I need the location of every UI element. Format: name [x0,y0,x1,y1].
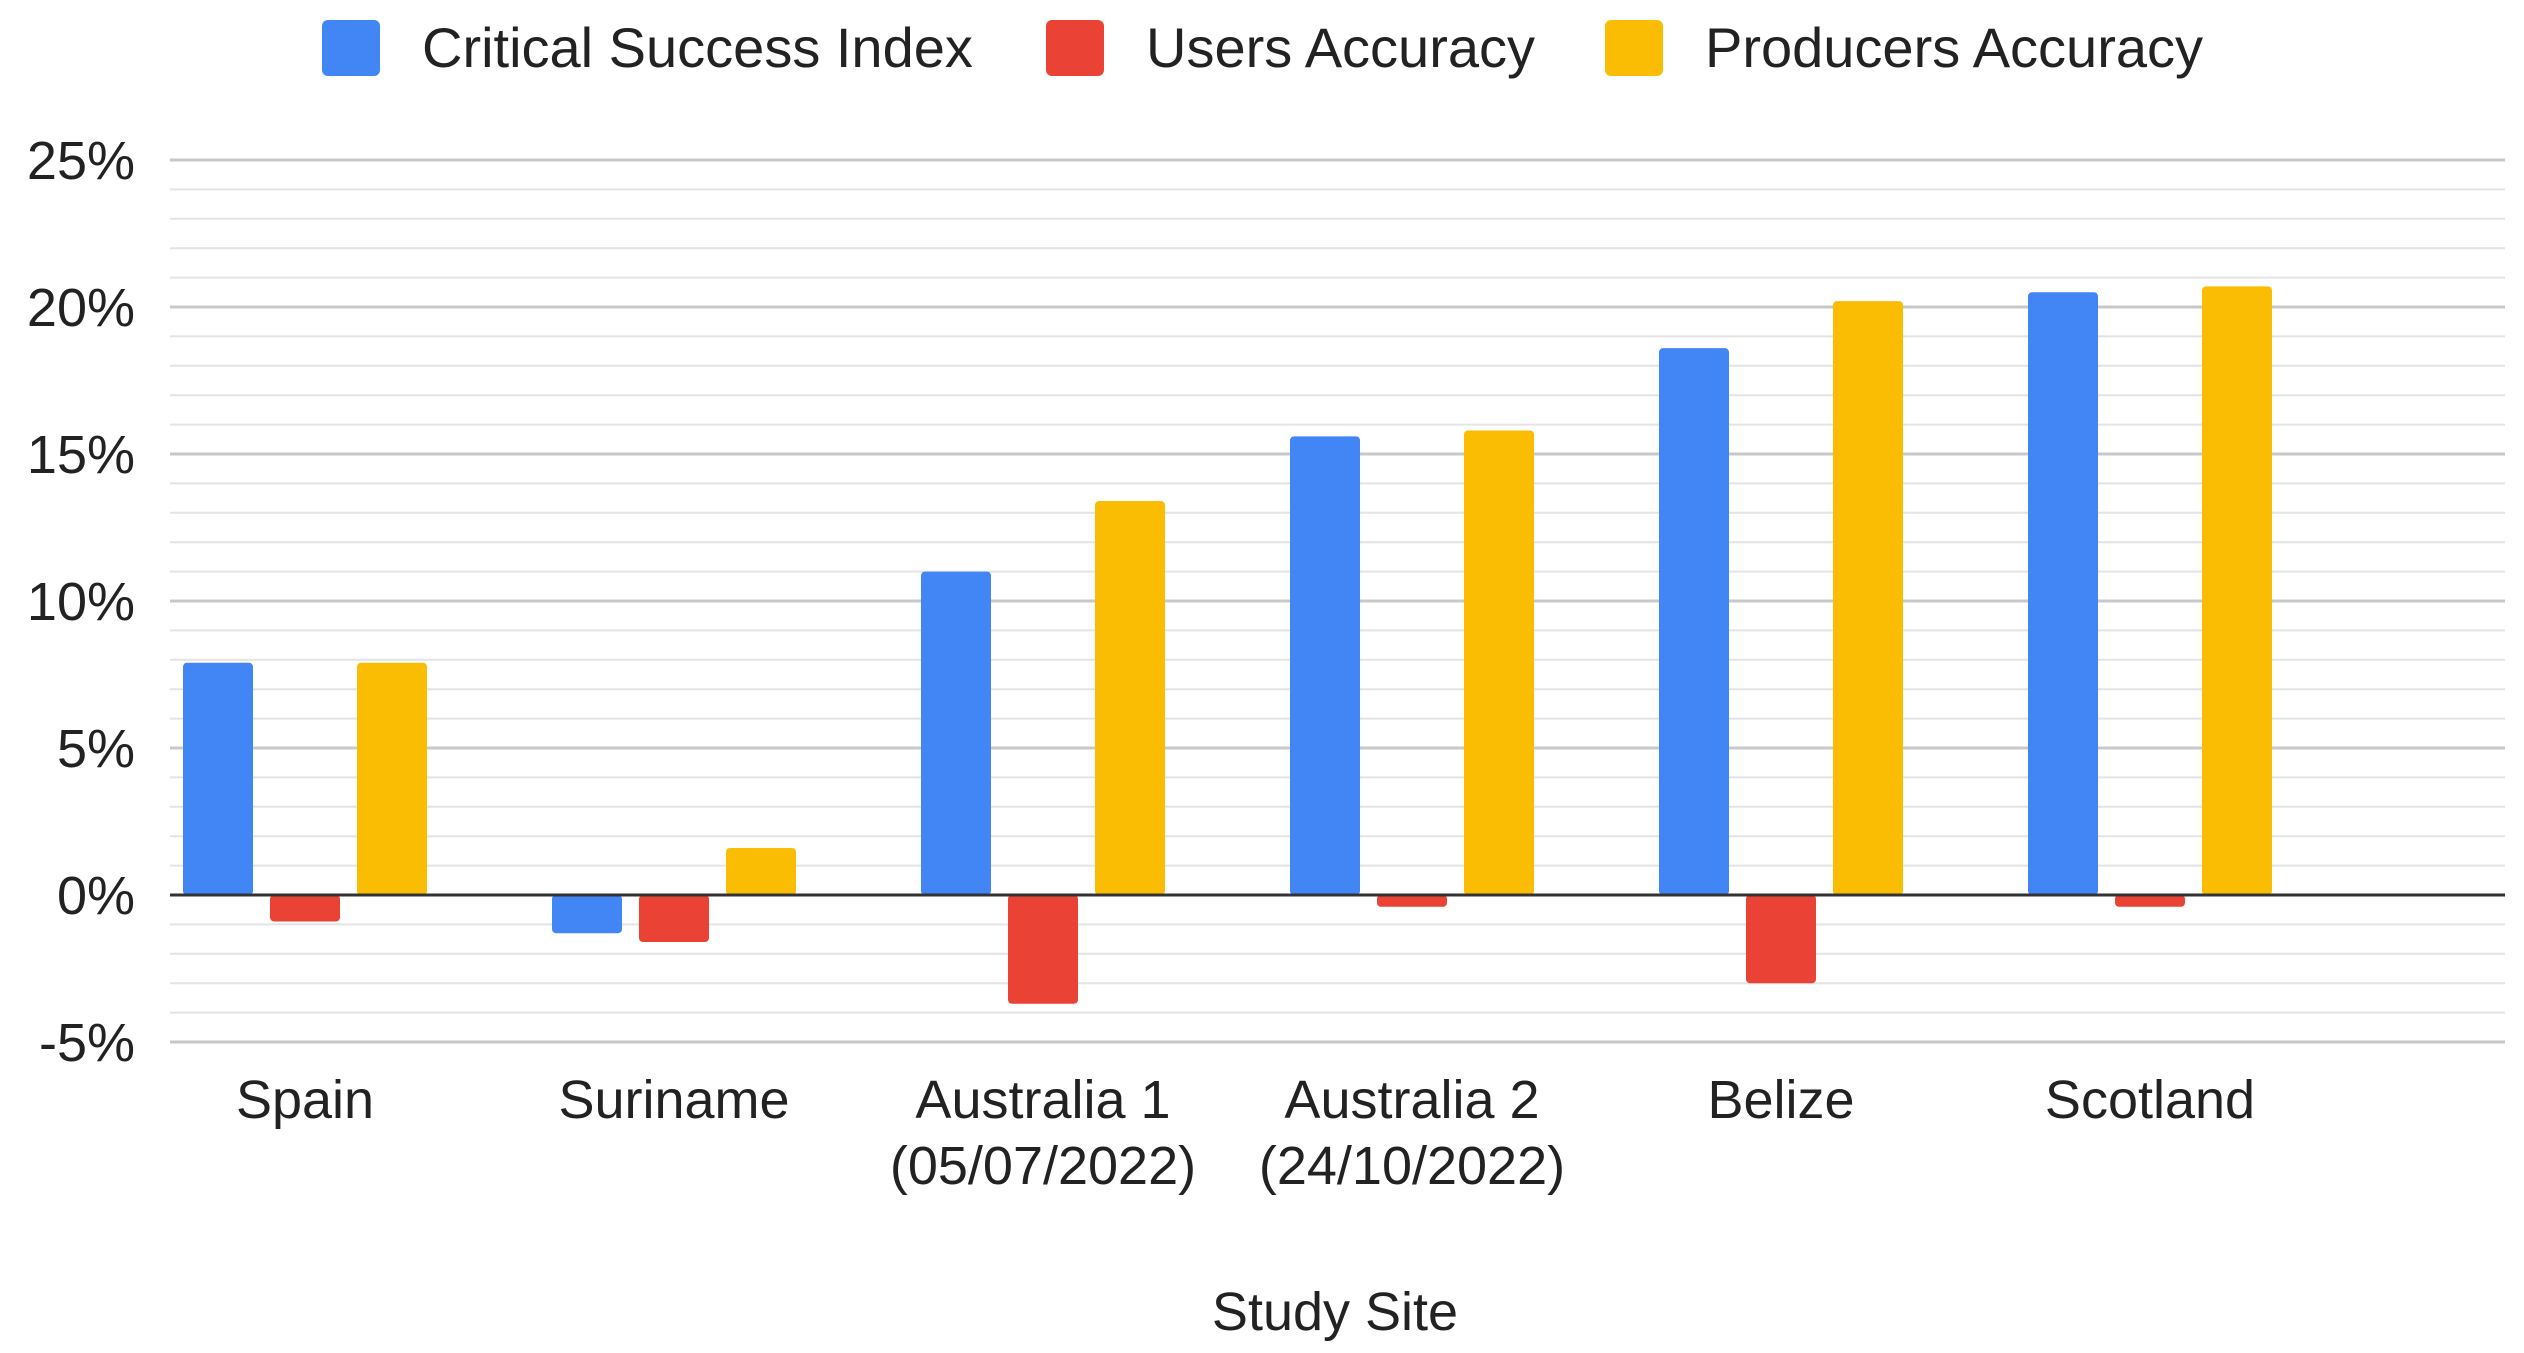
bar-critical-success-index-suriname [552,895,622,934]
x-tick-label: Australia 2 [1284,1070,1539,1130]
x-tick-label: Scotland [2045,1070,2255,1130]
y-tick-label: -5% [39,1013,135,1073]
bar-users-accuracy-spain [270,895,340,922]
x-axis-labels: Spain Suriname Australia 1(05/07/2022) Aust… [236,1070,2255,1196]
bar-producers-accuracy-suriname [726,847,796,895]
bar-producers-accuracy-scotland [2202,286,2272,895]
y-axis-ticks: 25% 20% 15% 10% 5% 0% -5% [27,131,135,1073]
bar-users-accuracy-belize [1746,895,1816,984]
bar-producers-accuracy-belize [1833,301,1903,895]
legend: Critical Success Index Users Accuracy Prod… [322,16,2203,79]
x-tick-label: (24/10/2022) [1259,1136,1565,1196]
bar-critical-success-index-spain [183,662,253,895]
y-tick-label: 25% [27,131,135,191]
legend-swatch [1046,20,1104,76]
x-tick-label: Suriname [558,1070,789,1130]
bar-critical-success-index-scotland [2028,292,2098,895]
bar-users-accuracy-australia-2-24-10-2022 [1377,895,1447,907]
bar-users-accuracy-australia-1-05-07-2022 [1008,895,1078,1004]
x-tick-label: Belize [1707,1070,1854,1130]
y-tick-label: 10% [27,572,135,632]
y-tick-label: 0% [57,866,135,926]
x-tick-label: (05/07/2022) [890,1136,1196,1196]
legend-label: Users Accuracy [1146,16,1535,79]
y-tick-label: 5% [57,719,135,779]
bar-producers-accuracy-australia-2-24-10-2022 [1464,430,1534,895]
bar-users-accuracy-scotland [2115,895,2185,907]
bar-producers-accuracy-australia-1-05-07-2022 [1095,501,1165,895]
bar-users-accuracy-suriname [639,895,709,943]
x-axis-title: Study Site [1212,1282,1458,1342]
legend-swatch [1605,20,1663,76]
legend-item-users-accuracy: Users Accuracy [1046,16,1535,79]
bar-critical-success-index-australia-2-24-10-2022 [1290,436,1360,895]
x-tick-label: Spain [236,1070,374,1130]
bar-critical-success-index-belize [1659,348,1729,895]
y-tick-label: 15% [27,425,135,485]
legend-label: Critical Success Index [422,16,973,79]
legend-swatch [322,20,380,76]
x-tick-label: Australia 1 [915,1070,1170,1130]
bars [183,286,2272,1004]
bar-producers-accuracy-spain [357,662,427,895]
legend-item-critical-success-index: Critical Success Index [322,16,973,79]
y-tick-label: 20% [27,278,135,338]
legend-item-producers-accuracy: Producers Accuracy [1605,16,2203,79]
legend-label: Producers Accuracy [1705,16,2203,79]
bar-critical-success-index-australia-1-05-07-2022 [921,571,991,895]
